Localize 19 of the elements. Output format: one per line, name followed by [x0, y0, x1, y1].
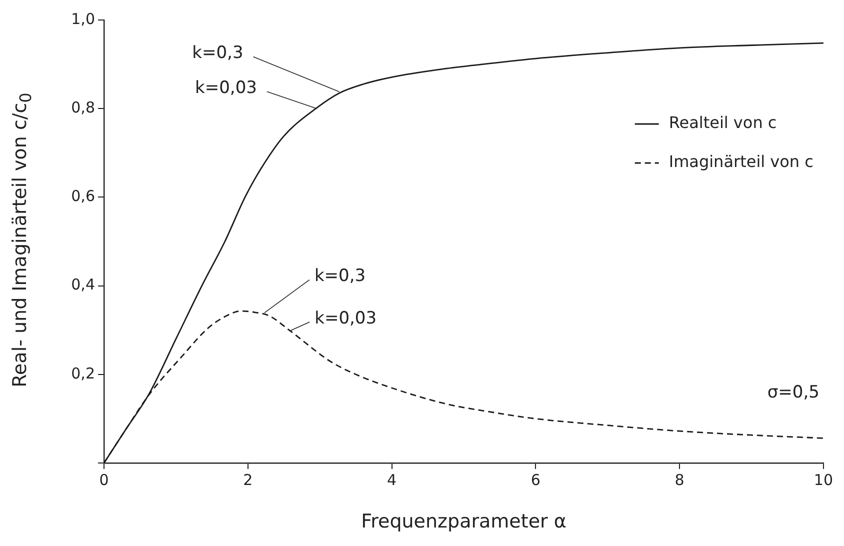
annotation: k=0,03 — [195, 78, 257, 98]
annotation: k=0,3 — [314, 266, 366, 286]
x-tick-label: 4 — [387, 470, 397, 489]
y-tick-label: 0,6 — [71, 187, 95, 206]
legend-label: Imaginärteil von c — [668, 152, 814, 172]
annotation: σ=0,5 — [767, 382, 820, 402]
x-axis-title: Frequenzparameter α — [361, 510, 566, 533]
y-tick-label: 0,8 — [71, 98, 95, 116]
x-tick-label: 8 — [674, 470, 684, 489]
annotation: k=0,03 — [314, 308, 377, 328]
x-tick-label: 10 — [814, 470, 834, 489]
y-tick-label: 1,0 — [71, 10, 95, 28]
y-tick-label: 0,2 — [71, 364, 95, 382]
y-tick-label: 0,4 — [71, 276, 95, 294]
legend-label: Realteil von c — [668, 113, 777, 132]
x-tick-label: 0 — [99, 470, 109, 489]
x-tick-label: 6 — [530, 470, 540, 489]
x-tick-label: 2 — [243, 470, 253, 489]
annotation: k=0,3 — [192, 43, 244, 64]
